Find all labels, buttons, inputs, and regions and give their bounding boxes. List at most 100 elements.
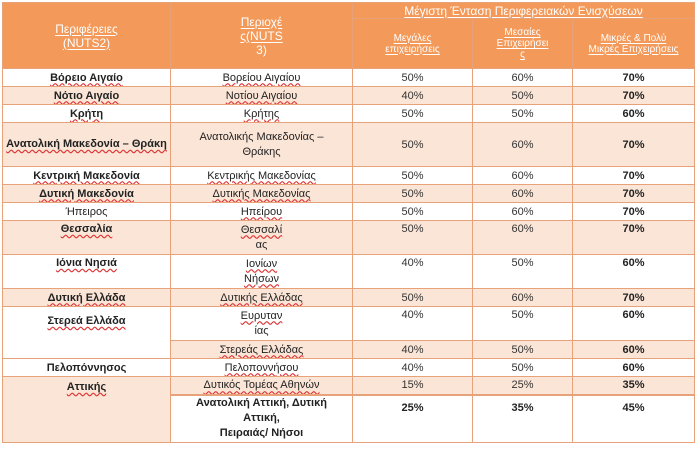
region-label: Ήπειρος	[65, 205, 108, 218]
large-value: 40%	[352, 86, 473, 105]
area-cell: Πελοποννήσου	[170, 358, 353, 377]
area-cell: Βορείου Αιγαίου	[170, 68, 353, 87]
header-regions-line1: Περιφέρειες	[55, 21, 118, 36]
area-label-line2: Θράκης	[242, 145, 281, 158]
table-row: Βόρειο Αιγαίο Βορείου Αιγαίου 50% 60% 70…	[2, 68, 696, 87]
region-label: Στερεά Ελλάδα	[47, 315, 126, 327]
medium-value: 60%	[472, 166, 573, 185]
header-medium-line3: ς	[520, 49, 525, 60]
region-label: Κεντρική Μακεδονία	[33, 169, 140, 182]
header-areas-line2: ς(NUTS	[240, 28, 283, 43]
header-regions-line2: (NUTS2)	[62, 35, 111, 50]
medium-value: 50%	[472, 104, 573, 123]
medium-value: 60%	[472, 202, 573, 221]
region-cell: Κρήτη	[2, 104, 171, 123]
region-label: Ανατολική Μακεδονία – Θράκη	[6, 138, 167, 150]
area-label-line1: Ιονίων	[245, 257, 278, 270]
table-row: Ιόνια Νησιά Ιονίων Νήσων 40% 50% 60%	[2, 254, 696, 289]
small-value: 35%	[571, 376, 696, 395]
area-label-line2: ίας	[254, 324, 269, 337]
table-row: Ήπειρος Ηπείρου 50% 60% 70%	[2, 202, 696, 221]
medium-value: 60%	[472, 220, 573, 255]
large-value: 25%	[352, 393, 473, 443]
large-value: 50%	[352, 68, 473, 87]
area-label-line2: Νήσων	[244, 272, 279, 285]
area-label: Βορείου Αιγαίου	[222, 71, 301, 84]
region-cell: Νότιο Αιγαίο	[2, 86, 171, 105]
area-label: Δυτικός Τομέας Αθηνών	[203, 379, 320, 392]
region-cell: Στερεά Ελλάδα	[2, 306, 171, 359]
area-label-line1: Ανατολικής Μακεδονίας –	[199, 130, 324, 143]
small-value: 70%	[571, 184, 696, 203]
medium-value: 60%	[472, 122, 573, 167]
header-large: Μεγάλες επιχειρήσεις	[352, 18, 473, 69]
header-medium: Μεσαίες Επιχειρήσει ς	[472, 18, 573, 69]
area-cell: Ιονίων Νήσων	[170, 254, 353, 289]
small-value: 60%	[571, 254, 696, 289]
area-cell: Ευρυταν ίας	[170, 306, 353, 341]
region-cell: Ιόνια Νησιά	[2, 254, 171, 289]
large-value: 50%	[352, 288, 473, 307]
small-value: 60%	[571, 358, 696, 377]
region-label: Νότιο Αιγαίο	[53, 89, 120, 102]
area-label-line3: Πειραιάς/ Νήσοι	[219, 427, 304, 440]
small-value: 70%	[571, 288, 696, 307]
region-cell: Θεσσαλία	[2, 220, 171, 255]
area-label: Κρήτης	[243, 107, 280, 120]
area-cell: Δυτικός Τομέας Αθηνών	[170, 376, 353, 395]
large-value: 40%	[352, 358, 473, 377]
medium-value: 50%	[472, 86, 573, 105]
header-large-line2: επιχειρήσεις	[385, 43, 440, 55]
area-cell: Κρήτης	[170, 104, 353, 123]
header-medium-line2: Επιχειρήσει	[496, 38, 549, 49]
table-row: Κεντρική Μακεδονία Κεντρικής Μακεδονίας …	[2, 166, 696, 185]
medium-value: 50%	[472, 254, 573, 289]
region-cell: Βόρειο Αιγαίο	[2, 68, 171, 87]
region-label: Δυτική Μακεδονία	[39, 187, 134, 200]
area-label-line2: Αττική,	[243, 412, 280, 425]
area-cell: Στερεάς Ελλάδας	[170, 340, 353, 359]
small-value: 45%	[571, 393, 696, 443]
table-row: Πελοπόννησος Πελοποννήσου 40% 50% 60%	[2, 358, 696, 377]
large-value: 50%	[352, 184, 473, 203]
region-label: Αττικής	[66, 381, 107, 393]
header-group-label: Μέγιστη Ένταση Περιφερειακών Ενισχύσεων	[404, 3, 643, 18]
area-label: Δυτικής Ελλάδας	[220, 291, 303, 304]
region-cell: Ανατολική Μακεδονία – Θράκη	[2, 122, 171, 167]
area-cell: Δυτικής Μακεδονίας	[170, 184, 353, 203]
small-value: 70%	[571, 86, 696, 105]
medium-value: 50%	[472, 358, 573, 377]
area-label-line1: Θεσσαλί	[240, 223, 283, 236]
region-cell: Δυτική Μακεδονία	[2, 184, 171, 203]
region-label: Θεσσαλία	[60, 223, 113, 235]
large-value: 50%	[352, 122, 473, 167]
area-cell: Κεντρικής Μακεδονίας	[170, 166, 353, 185]
area-label: Δυτικής Μακεδονίας	[212, 187, 311, 200]
small-value: 70%	[571, 202, 696, 221]
small-value: 60%	[571, 104, 696, 123]
table-row: Στερεά Ελλάδα Ευρυταν ίας 40% 50% 60%	[2, 306, 696, 359]
small-value: 60%	[571, 306, 696, 341]
region-cell: Αττικής	[2, 376, 171, 443]
area-cell: Δυτικής Ελλάδας	[170, 288, 353, 307]
large-value: 40%	[352, 306, 473, 341]
large-value: 50%	[352, 104, 473, 123]
area-label: Πελοποννήσου	[224, 361, 299, 374]
header-areas-line1: Περιοχέ	[240, 14, 283, 29]
area-cell: Ανατολική Αττική, Δυτική Αττική, Πειραιά…	[170, 393, 353, 443]
area-label-line2: ας	[255, 238, 268, 251]
header-regions: Περιφέρειες (NUTS2)	[2, 2, 171, 69]
large-value: 50%	[352, 220, 473, 255]
large-value: 40%	[352, 340, 473, 359]
table-row: Νότιο Αιγαίο Νοτίου Αιγαίου 40% 50% 70%	[2, 86, 696, 105]
area-cell: Ηπείρου	[170, 202, 353, 221]
large-value: 50%	[352, 202, 473, 221]
large-value: 15%	[352, 376, 473, 395]
region-label: Βόρειο Αιγαίο	[50, 71, 123, 84]
region-cell: Ήπειρος	[2, 202, 171, 221]
medium-value: 50%	[472, 340, 573, 359]
table-row: Στερεάς Ελλάδας 40% 50% 60%	[3, 340, 696, 359]
table-row: Ανατολική Αττική, Δυτική Αττική, Πειραιά…	[3, 393, 696, 443]
medium-value: 60%	[472, 68, 573, 87]
table-row: Κρήτη Κρήτης 50% 50% 60%	[2, 104, 696, 123]
